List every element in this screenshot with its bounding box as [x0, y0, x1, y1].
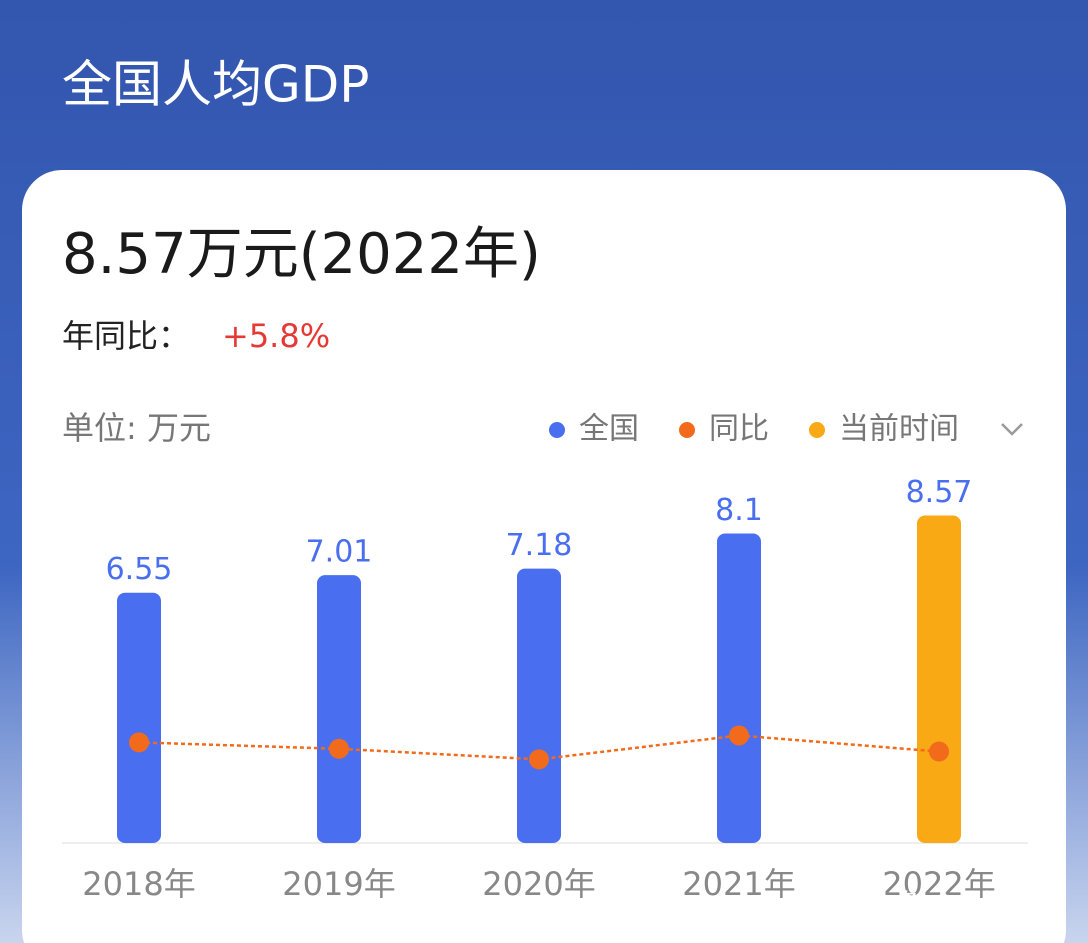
card [22, 170, 1066, 943]
yoy-value: +5.8% [222, 317, 330, 355]
yoy-point [329, 738, 349, 759]
yoy-point [129, 732, 149, 753]
legend-marker [809, 422, 825, 438]
yoy-label: 年同比： [62, 317, 190, 355]
value-label: 7.18 [506, 528, 573, 563]
bar [517, 568, 561, 843]
value-label: 8.1 [715, 493, 763, 528]
bar [317, 575, 361, 843]
unit: 单位: 万元 [62, 409, 211, 447]
dropdown-chevron[interactable] [1001, 423, 1023, 436]
x-tick-label: 2022年 [882, 865, 995, 903]
watermark: 头条 @剁椒评论 [870, 890, 1060, 920]
value-label: 6.55 [106, 552, 173, 587]
bar [717, 533, 761, 843]
x-tick-label: 2021年 [682, 865, 795, 903]
headline: 8.57万元(2022年) [62, 222, 541, 287]
legend-label: 全国 [579, 412, 639, 447]
bar [117, 592, 161, 843]
value-label: 8.57 [906, 475, 973, 510]
x-tick-label: 2020年 [482, 865, 595, 903]
yoy-point [729, 725, 749, 746]
page-title: 全国人均GDP [62, 56, 369, 114]
x-tick-label: 2018年 [82, 865, 195, 903]
legend-label: 同比 [709, 412, 769, 447]
yoy-point [929, 741, 949, 762]
legend-marker [679, 422, 695, 438]
yoy-point [529, 749, 549, 770]
bar [917, 515, 961, 843]
x-tick-label: 2019年 [282, 865, 395, 903]
legend-marker [549, 422, 565, 438]
legend-label: 当前时间 [839, 412, 959, 447]
value-label: 7.01 [306, 535, 373, 570]
